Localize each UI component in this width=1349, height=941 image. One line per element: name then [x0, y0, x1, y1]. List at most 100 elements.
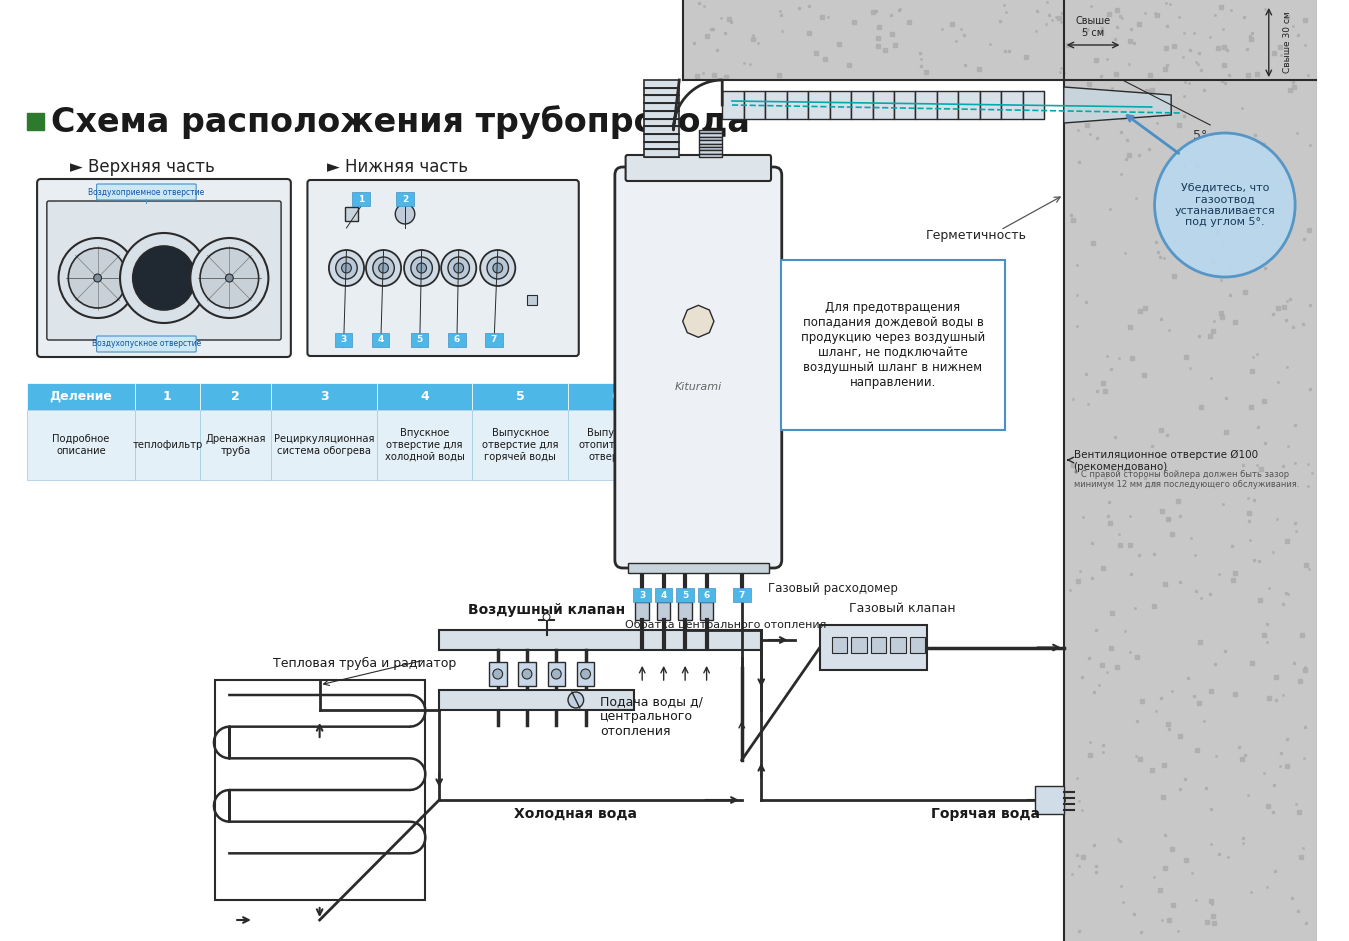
- Text: 2: 2: [402, 195, 409, 203]
- Circle shape: [492, 669, 503, 679]
- Bar: [700, 602, 714, 620]
- Circle shape: [580, 669, 591, 679]
- Bar: [645, 88, 680, 95]
- Bar: [958, 91, 979, 119]
- Bar: [699, 134, 722, 136]
- Circle shape: [120, 233, 208, 323]
- Circle shape: [1155, 133, 1295, 277]
- Circle shape: [93, 274, 101, 282]
- Bar: [699, 130, 722, 134]
- Bar: [634, 588, 652, 602]
- Bar: [743, 91, 765, 119]
- Circle shape: [190, 238, 268, 318]
- Text: Тепловая труба и радиатор: Тепловая труба и радиатор: [274, 657, 456, 670]
- Circle shape: [480, 250, 515, 286]
- Bar: [722, 91, 743, 119]
- Circle shape: [417, 263, 426, 273]
- Text: Воздухопускное отверстие: Воздухопускное отверстие: [92, 340, 201, 348]
- Bar: [851, 91, 873, 119]
- Circle shape: [58, 238, 136, 318]
- Circle shape: [379, 263, 389, 273]
- Bar: [699, 136, 722, 140]
- Bar: [870, 637, 886, 653]
- Bar: [1023, 91, 1044, 119]
- Bar: [657, 602, 670, 620]
- Bar: [890, 637, 905, 653]
- Circle shape: [395, 204, 414, 224]
- Bar: [527, 295, 537, 305]
- Text: 1: 1: [163, 390, 171, 403]
- Bar: [440, 630, 761, 650]
- Circle shape: [372, 257, 394, 279]
- Text: Выпускное
отопительное
отверстие: Выпускное отопительное отверстие: [579, 428, 653, 462]
- Text: 3: 3: [340, 336, 347, 344]
- Text: 3: 3: [639, 591, 645, 599]
- Text: 4: 4: [378, 336, 384, 344]
- Circle shape: [411, 257, 433, 279]
- Text: 6: 6: [453, 336, 460, 344]
- Circle shape: [69, 248, 127, 308]
- Text: 1: 1: [357, 195, 364, 203]
- Circle shape: [568, 692, 584, 708]
- Text: Выпускное
отверстие для
горячей воды: Выпускное отверстие для горячей воды: [482, 428, 558, 462]
- Text: ► Верхняя часть: ► Верхняя часть: [70, 158, 214, 176]
- Bar: [645, 141, 680, 150]
- Text: 2: 2: [231, 390, 240, 403]
- Bar: [645, 126, 680, 134]
- FancyBboxPatch shape: [308, 180, 579, 356]
- Bar: [352, 192, 370, 206]
- Circle shape: [341, 263, 351, 273]
- Text: ► Нижняя часть: ► Нижняя часть: [326, 158, 468, 176]
- Bar: [486, 333, 503, 347]
- Text: 5: 5: [417, 336, 422, 344]
- Text: Герметичность: Герметичность: [925, 229, 1027, 242]
- Text: Дренажная
труба: Дренажная труба: [205, 434, 266, 455]
- Bar: [376, 410, 472, 480]
- Bar: [909, 637, 925, 653]
- Text: теплофильтр: теплофильтр: [132, 440, 202, 450]
- Bar: [645, 119, 680, 126]
- Bar: [135, 383, 200, 410]
- Bar: [1001, 91, 1023, 119]
- Text: Обратка центрального отопления: Обратка центрального отопления: [625, 620, 826, 630]
- FancyBboxPatch shape: [781, 260, 1005, 430]
- Bar: [699, 147, 722, 151]
- Text: Горячая вода: Горячая вода: [931, 807, 1040, 821]
- Circle shape: [492, 263, 503, 273]
- Bar: [27, 383, 135, 410]
- Bar: [472, 410, 568, 480]
- Bar: [654, 588, 672, 602]
- Text: Вентиляционное отверстие Ø100
(рекомендовано): Вентиляционное отверстие Ø100 (рекомендо…: [1074, 450, 1257, 471]
- Text: Воздухоприемное отверстие: Воздухоприемное отверстие: [88, 187, 205, 197]
- Bar: [676, 588, 693, 602]
- Text: 7: 7: [693, 390, 703, 403]
- Circle shape: [487, 257, 509, 279]
- Bar: [411, 333, 429, 347]
- Text: * С правой стороны бойлера должен быть зазор
минимум 12 мм для последующего обсл: * С правой стороны бойлера должен быть з…: [1074, 470, 1299, 489]
- Text: 5°: 5°: [1194, 129, 1207, 141]
- Bar: [577, 662, 595, 686]
- Bar: [699, 153, 722, 157]
- Text: Воздушный клапан: Воздушный клапан: [468, 603, 625, 617]
- Text: Подвод
газа: Подвод газа: [679, 434, 718, 455]
- Bar: [397, 192, 414, 206]
- FancyBboxPatch shape: [36, 179, 291, 357]
- Text: Убедитесь, что
газоотвод
устанавливается
под углом 5°.: Убедитесь, что газоотвод устанавливается…: [1175, 183, 1275, 228]
- Bar: [568, 410, 664, 480]
- Bar: [699, 151, 722, 153]
- Bar: [697, 588, 715, 602]
- Bar: [568, 383, 664, 410]
- Bar: [635, 602, 649, 620]
- Bar: [645, 95, 680, 104]
- Bar: [664, 410, 733, 480]
- Bar: [200, 383, 271, 410]
- Text: Подробное
описание: Подробное описание: [53, 434, 109, 455]
- Circle shape: [200, 248, 259, 308]
- Bar: [488, 662, 506, 686]
- Text: 3: 3: [320, 390, 328, 403]
- Circle shape: [448, 257, 469, 279]
- Bar: [27, 410, 135, 480]
- Bar: [894, 91, 916, 119]
- Bar: [851, 637, 866, 653]
- Text: 7: 7: [738, 591, 745, 599]
